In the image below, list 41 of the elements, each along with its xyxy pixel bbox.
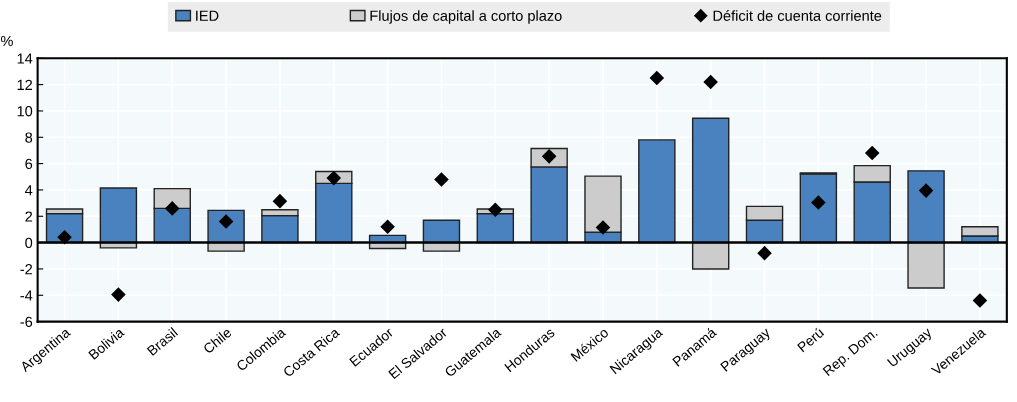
point (164, 201, 180, 216)
y-tick-label: -4 (20, 290, 33, 301)
bar (99, 187, 138, 244)
point (864, 145, 880, 161)
bar (799, 173, 838, 244)
point (272, 193, 288, 209)
point (380, 219, 395, 235)
point (649, 70, 665, 86)
y-tick-label: 4 (24, 185, 33, 196)
point (595, 220, 611, 235)
y-tick-label: 14 (17, 53, 33, 64)
point (972, 293, 988, 308)
point (757, 245, 772, 261)
point (703, 74, 718, 90)
y-axis-title: % (0, 35, 13, 47)
x-tick-label: Chile (202, 326, 233, 355)
legend-label: Déficit de cuenta corriente (713, 10, 882, 21)
point (111, 287, 126, 302)
bar (961, 226, 999, 237)
y-tick-label: 10 (17, 106, 33, 117)
point (326, 170, 342, 186)
point (57, 230, 72, 245)
bar (907, 170, 945, 244)
bar (907, 241, 945, 289)
y-tick-label: 12 (17, 79, 33, 90)
y-tick-label: 8 (25, 132, 33, 143)
point (488, 202, 503, 217)
legend-label: IED (196, 10, 219, 21)
bar (207, 209, 245, 244)
point (811, 195, 826, 210)
bar (691, 117, 730, 244)
y-tick-label: 6 (25, 158, 33, 170)
y-tick-label: -6 (20, 316, 33, 328)
y-tick-label: -2 (20, 264, 33, 275)
y-tick-label: 0 (25, 237, 33, 249)
y-tick-label: 2 (25, 211, 33, 222)
bar (638, 139, 676, 244)
bar (691, 241, 730, 270)
point (434, 172, 449, 187)
point (918, 183, 934, 198)
legend-label: Flujos de capital a corto plazo (370, 10, 562, 24)
